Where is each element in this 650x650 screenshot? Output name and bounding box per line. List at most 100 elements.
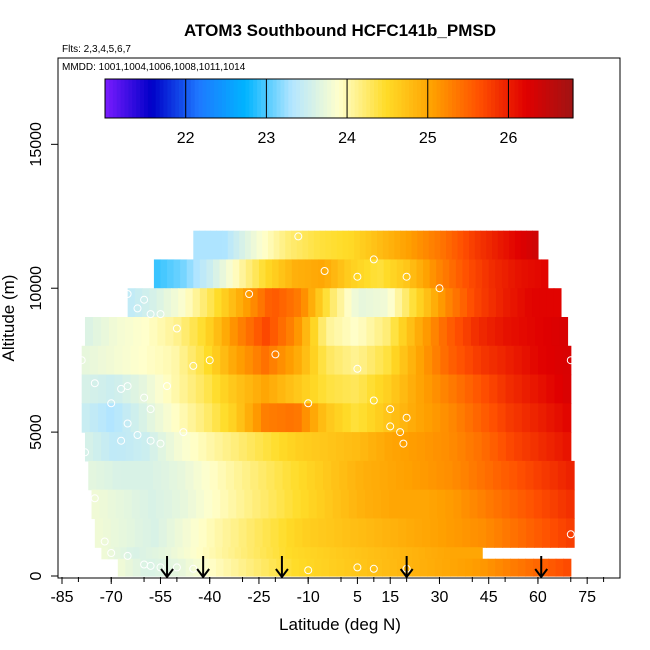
colorbar-segment <box>144 79 149 118</box>
heatmap-cell <box>382 558 391 577</box>
heatmap-cell <box>243 288 252 318</box>
heatmap-cell <box>565 460 575 491</box>
heatmap-cell <box>173 259 181 289</box>
heatmap-cell <box>102 518 112 548</box>
heatmap-cell <box>258 460 267 491</box>
sample-point <box>146 561 155 570</box>
heatmap-cell <box>389 558 398 577</box>
heatmap-cell <box>387 288 396 318</box>
heatmap-cell <box>160 259 168 289</box>
heatmap-cell <box>286 518 296 548</box>
heatmap-cell <box>101 317 110 347</box>
heatmap-cell <box>318 345 327 376</box>
colorbar-segment <box>452 79 457 118</box>
heatmap-cell <box>120 460 130 491</box>
heatmap-cell <box>279 230 286 261</box>
sample-point <box>81 448 89 457</box>
heatmap-cell <box>383 374 393 404</box>
heatmap-cell <box>468 460 478 491</box>
heatmap-cell <box>279 288 288 318</box>
heatmap-cell <box>230 432 240 462</box>
heatmap-cell <box>311 432 321 462</box>
heatmap-cell <box>291 547 299 560</box>
heatmap-cell <box>261 558 270 577</box>
heatmap-cell <box>234 547 242 560</box>
heatmap-cell <box>546 288 555 318</box>
heatmap-cell <box>501 489 511 520</box>
heatmap-cell <box>284 489 294 520</box>
heatmap-cell <box>397 489 406 520</box>
colorbar-segment <box>459 79 465 118</box>
heatmap-cell <box>505 403 515 433</box>
heatmap-cell <box>510 518 519 548</box>
heatmap-cell <box>182 432 191 462</box>
heatmap-cell <box>310 547 318 560</box>
heatmap-cell <box>190 518 200 548</box>
heatmap-cell <box>446 317 456 347</box>
sample-point <box>113 284 122 293</box>
heatmap-cell <box>367 547 375 560</box>
colorbar-segment <box>448 79 453 118</box>
heatmap-cell <box>130 374 140 404</box>
heatmap-cell <box>158 518 168 548</box>
heatmap-cell <box>336 558 345 577</box>
heatmap-cell <box>465 558 474 577</box>
arrow-head <box>275 568 289 579</box>
sample-point <box>245 290 254 298</box>
heatmap-cell <box>228 489 237 520</box>
sample-point <box>133 304 142 313</box>
heatmap-cell <box>292 489 302 520</box>
heatmap-cell <box>403 259 411 289</box>
heatmap-cell <box>514 259 523 289</box>
heatmap-cell <box>177 460 187 491</box>
heatmap-cell <box>114 547 122 560</box>
heatmap-cell <box>179 374 189 404</box>
heatmap-cell <box>190 547 198 560</box>
heatmap-cell <box>257 288 266 318</box>
heatmap-cell <box>424 345 433 376</box>
heatmap-cell <box>293 288 302 318</box>
heatmap-cell <box>235 288 244 318</box>
heatmap-cell <box>268 558 277 577</box>
colorbar-segment <box>190 79 196 118</box>
heatmap-cell <box>525 558 534 577</box>
colorbar-segment <box>366 79 371 118</box>
heatmap-cell <box>293 374 303 404</box>
heatmap-cell <box>424 374 433 404</box>
heatmap-cell <box>89 403 99 433</box>
heatmap-cell <box>236 374 246 404</box>
heatmap-cell <box>255 432 264 462</box>
heatmap-cell <box>514 230 522 261</box>
heatmap-cell <box>538 403 547 433</box>
heatmap-cell <box>228 403 238 433</box>
heatmap-cell <box>286 317 295 347</box>
heatmap-cell <box>269 403 278 433</box>
colorbar-tick-label: 24 <box>338 130 356 147</box>
heatmap-cell <box>127 288 136 318</box>
heatmap-cell <box>563 558 572 577</box>
heatmap-cell <box>171 547 179 560</box>
colorbar-segment <box>163 79 168 118</box>
colorbar-segment <box>202 79 207 118</box>
colorbar-segment <box>545 79 551 118</box>
heatmap-cell <box>142 518 152 548</box>
heatmap-cell <box>543 317 552 347</box>
heatmap-cell <box>269 345 278 376</box>
colorbar-segment <box>140 79 145 118</box>
heatmap-cell <box>155 374 164 404</box>
heatmap-cell <box>145 547 153 560</box>
heatmap-cell <box>382 230 390 261</box>
heatmap-cell <box>238 518 248 548</box>
heatmap-cell <box>430 317 440 347</box>
heatmap-cell <box>501 460 510 491</box>
heatmap-cell <box>394 230 401 261</box>
heatmap-cell <box>203 345 213 376</box>
heatmap-cell <box>163 489 173 520</box>
x-tick-label: -70 <box>100 589 123 606</box>
heatmap-cell <box>246 518 256 548</box>
heatmap-cell <box>279 432 288 462</box>
colorbar-segment <box>354 79 360 118</box>
heatmap-cell <box>371 460 381 491</box>
heatmap-cell <box>212 345 221 376</box>
heatmap-cell <box>486 518 495 548</box>
